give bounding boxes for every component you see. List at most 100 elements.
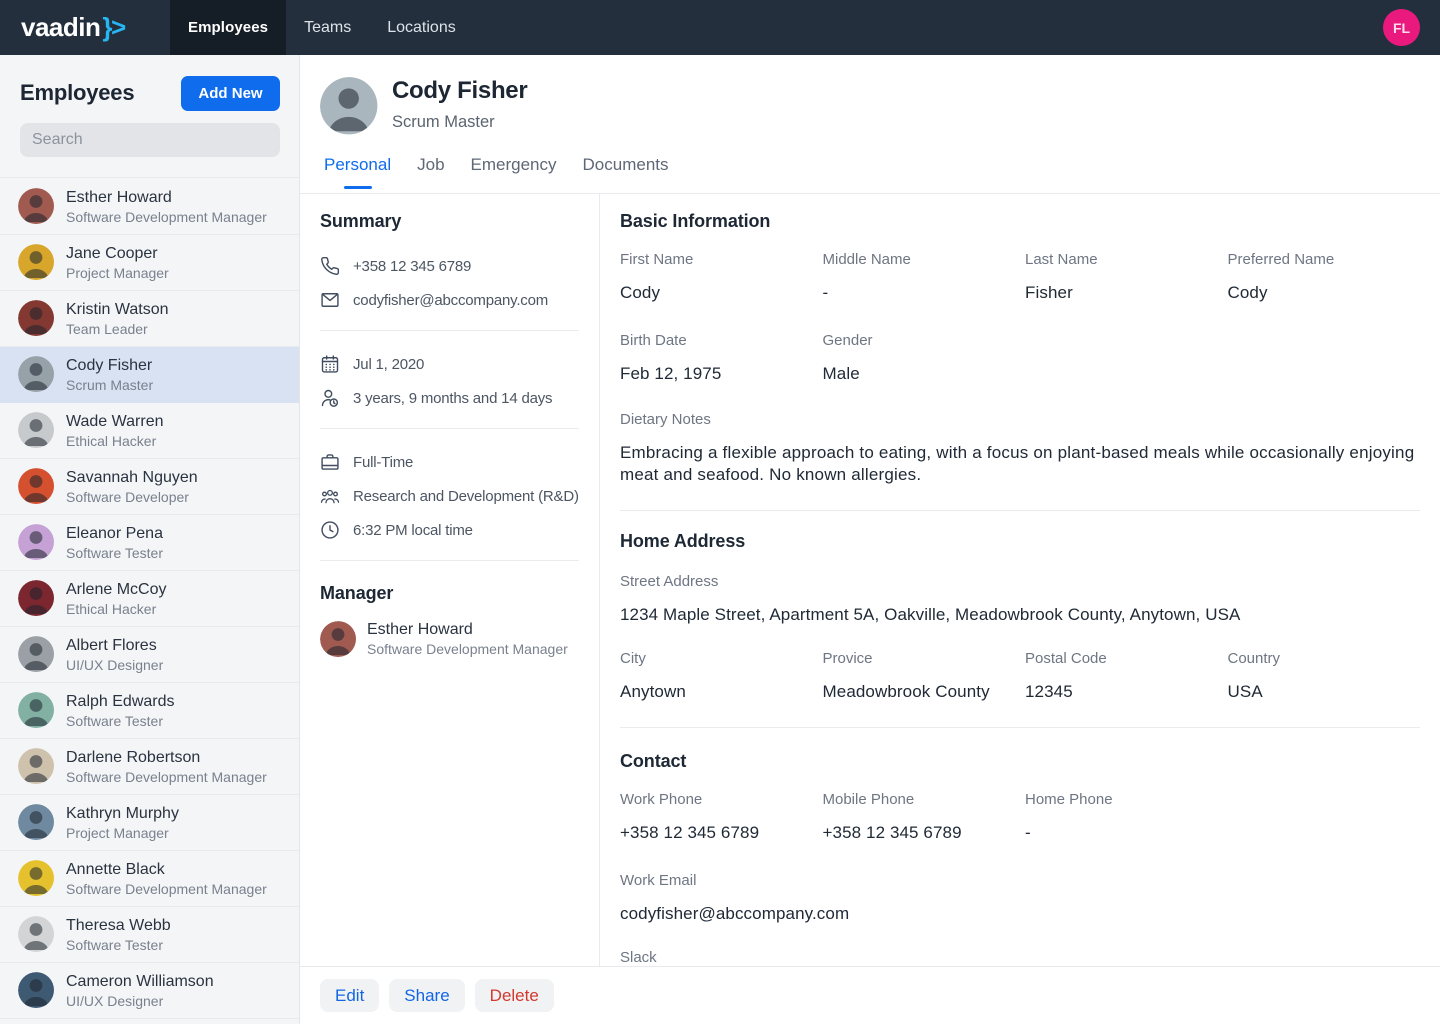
employee-avatar xyxy=(18,412,55,449)
employee-texts: Cody Fisher Scrum Master xyxy=(66,356,153,394)
employee-texts: Darlene Robertson Software Development M… xyxy=(66,748,267,786)
field-label: Gender xyxy=(822,332,873,349)
employee-name: Wade Warren xyxy=(66,412,164,430)
manager-avatar xyxy=(320,620,357,657)
employee-list-item[interactable]: Albert Flores UI/UX Designer xyxy=(0,627,299,683)
field-label: City xyxy=(620,650,646,667)
employee-role: Project Manager xyxy=(66,824,169,841)
tab-documents[interactable]: Documents xyxy=(582,155,669,174)
manager-card[interactable]: Esther Howard Software Development Manag… xyxy=(320,620,579,658)
summary-tenure: 3 years, 9 months and 14 days xyxy=(320,381,579,415)
employee-texts: Wade Warren Ethical Hacker xyxy=(66,412,164,450)
section-divider xyxy=(620,727,1420,728)
field-work-phone: Work Phone +358 12 345 6789 xyxy=(620,790,823,844)
field-label: Country xyxy=(1227,650,1281,667)
employee-texts: Ralph Edwards Software Tester xyxy=(66,692,175,730)
employee-list-item[interactable]: Annette Black Software Development Manag… xyxy=(0,851,299,907)
summary-phone: +358 12 345 6789 xyxy=(320,249,579,283)
profile-tabs: Personal Job Emergency Documents xyxy=(324,155,669,189)
nav-item-locations[interactable]: Locations xyxy=(387,18,456,36)
summary-start-date-value: Jul 1, 2020 xyxy=(353,355,425,373)
tab-personal[interactable]: Personal xyxy=(324,155,391,189)
field-value: Meadowbrook County xyxy=(822,682,990,701)
nav-item-teams[interactable]: Teams xyxy=(304,18,352,36)
field-value: 1234 Maple Street, Apartment 5A, Oakvill… xyxy=(620,605,1241,624)
basic-row-2: Birth Date Feb 12, 1975 Gender Male xyxy=(620,331,1430,385)
tab-emergency[interactable]: Emergency xyxy=(470,155,557,174)
user-avatar[interactable]: FL xyxy=(1383,9,1420,46)
field-label: Mobile Phone xyxy=(822,791,915,808)
logo-chevron-icon: }> xyxy=(102,12,126,42)
field-value: Cody xyxy=(1227,283,1268,302)
sidebar-title: Employees xyxy=(20,80,135,105)
field-preferred-name: Preferred Name Cody xyxy=(1228,250,1431,304)
field-last-name: Last Name Fisher xyxy=(1025,250,1228,304)
employee-list-item[interactable]: Eleanor Pena Software Tester xyxy=(0,515,299,571)
employee-name: Arlene McCoy xyxy=(66,580,167,598)
field-value: - xyxy=(822,283,829,302)
tab-job[interactable]: Job xyxy=(417,155,445,174)
field-home-phone: Home Phone - xyxy=(1025,790,1228,844)
employee-texts: Eleanor Pena Software Tester xyxy=(66,524,163,562)
field-label: Work Phone xyxy=(620,791,703,808)
field-label: Last Name xyxy=(1025,251,1098,268)
summary-email: codyfisher@abccompany.com xyxy=(320,283,579,317)
employee-list-item[interactable]: Kathryn Murphy Project Manager xyxy=(0,795,299,851)
field-postal-code: Postal Code 12345 xyxy=(1025,649,1228,703)
employee-list: Esther Howard Software Development Manag… xyxy=(0,179,299,1019)
vaadin-logo[interactable]: vaadin}> xyxy=(0,0,170,55)
field-value: Feb 12, 1975 xyxy=(620,364,722,383)
employee-avatar xyxy=(18,580,55,617)
mail-icon xyxy=(320,290,340,310)
field-value: 12345 xyxy=(1025,682,1073,701)
add-new-button[interactable]: Add New xyxy=(181,76,280,111)
home-address-heading: Home Address xyxy=(620,531,746,551)
employee-list-item[interactable]: Esther Howard Software Development Manag… xyxy=(0,179,299,235)
summary-employment-type-value: Full-Time xyxy=(353,453,414,471)
employee-list-item[interactable]: Theresa Webb Software Tester xyxy=(0,907,299,963)
phone-icon xyxy=(320,256,340,276)
summary-email-value: codyfisher@abccompany.com xyxy=(353,291,549,309)
employee-avatar xyxy=(18,860,55,897)
summary-local-time: 6:32 PM local time xyxy=(320,513,579,547)
profile-name: Cody Fisher xyxy=(392,77,528,104)
employee-list-item[interactable]: Arlene McCoy Ethical Hacker xyxy=(0,571,299,627)
share-button[interactable]: Share xyxy=(389,979,465,1012)
employee-list-item[interactable]: Cody Fisher Scrum Master xyxy=(0,347,299,403)
clock-icon xyxy=(320,520,340,540)
profile-avatar xyxy=(320,77,378,135)
employee-list-item[interactable]: Darlene Robertson Software Development M… xyxy=(0,739,299,795)
field-mobile-phone: Mobile Phone +358 12 345 6789 xyxy=(823,790,1026,844)
field-gender: Gender Male xyxy=(823,331,1026,385)
field-value: +358 12 345 6789 xyxy=(822,823,962,842)
field-label: Provice xyxy=(822,650,873,667)
field-country: Country USA xyxy=(1228,649,1431,703)
summary-panel: Summary +358 12 345 6789 codyfisher@abcc… xyxy=(300,194,600,966)
employee-list-item[interactable]: Jane Cooper Project Manager xyxy=(0,235,299,291)
field-value: Embracing a flexible approach to eating,… xyxy=(620,443,1415,484)
employee-avatar xyxy=(18,916,55,953)
employee-texts: Annette Black Software Development Manag… xyxy=(66,860,267,898)
nav-item-employees[interactable]: Employees xyxy=(170,0,287,55)
employee-list-item[interactable]: Savannah Nguyen Software Developer xyxy=(0,459,299,515)
employee-name: Darlene Robertson xyxy=(66,748,201,766)
employee-list-item[interactable]: Kristin Watson Team Leader xyxy=(0,291,299,347)
employee-name: Cody Fisher xyxy=(66,356,153,374)
employee-sidebar: Employees Add New Esther Howard Software… xyxy=(0,55,300,1024)
employee-list-item[interactable]: Ralph Edwards Software Tester xyxy=(0,683,299,739)
edit-button[interactable]: Edit xyxy=(320,979,380,1012)
employee-name: Cameron Williamson xyxy=(66,972,214,990)
field-middle-name: Middle Name - xyxy=(823,250,1026,304)
calendar-icon xyxy=(320,354,340,374)
delete-button[interactable]: Delete xyxy=(474,979,554,1012)
search-input[interactable] xyxy=(20,123,280,157)
employee-role: Software Development Manager xyxy=(66,880,267,897)
manager-heading: Manager xyxy=(320,583,394,603)
employee-list-item[interactable]: Wade Warren Ethical Hacker xyxy=(0,403,299,459)
employee-list-item[interactable]: Cameron Williamson UI/UX Designer xyxy=(0,963,299,1019)
employee-name: Annette Black xyxy=(66,860,165,878)
employee-avatar xyxy=(18,524,55,561)
employee-texts: Jane Cooper Project Manager xyxy=(66,244,169,282)
summary-divider xyxy=(320,428,579,429)
summary-start-date: Jul 1, 2020 xyxy=(320,347,579,381)
